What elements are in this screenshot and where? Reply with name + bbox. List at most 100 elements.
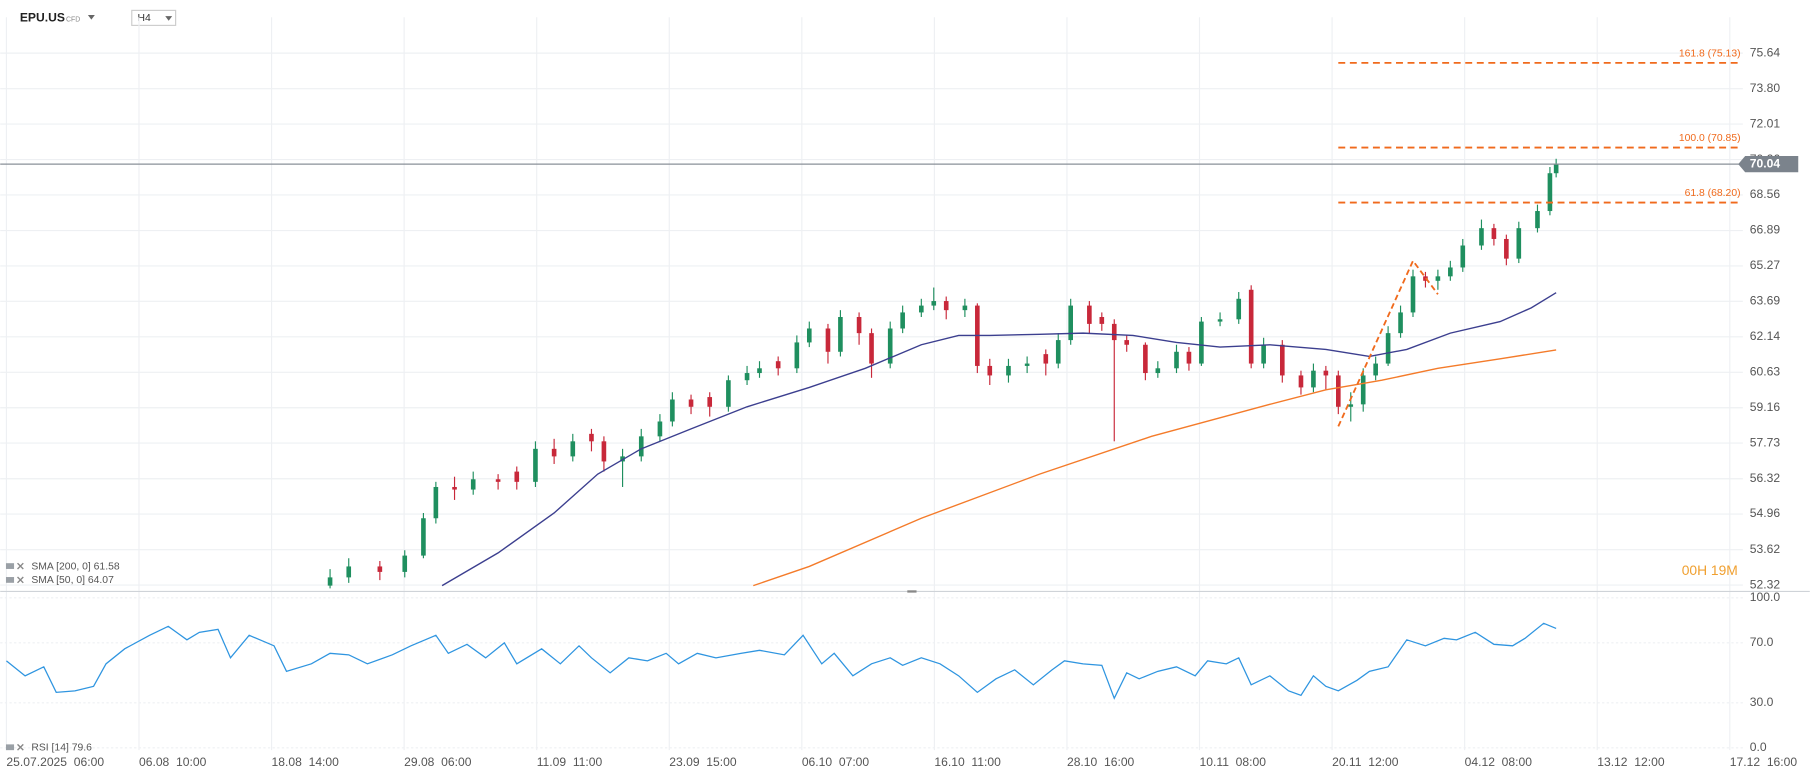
candle-body bbox=[1311, 370, 1316, 388]
candle-body bbox=[1006, 365, 1011, 376]
y-tick-label: 57.73 bbox=[1750, 435, 1781, 449]
x-tick-label: 29.08 06:00 bbox=[404, 755, 472, 769]
candle-body bbox=[470, 479, 476, 490]
candle-body bbox=[1547, 173, 1553, 212]
candle-body bbox=[570, 441, 576, 457]
candle-body bbox=[327, 577, 333, 586]
x-tick-label: 06.10 07:00 bbox=[802, 755, 870, 769]
candle-body bbox=[638, 436, 644, 457]
candle-body bbox=[1186, 351, 1192, 364]
fib-trend-line bbox=[1337, 259, 1439, 427]
candle-body bbox=[377, 566, 383, 572]
x-tick-label: 18.08 14:00 bbox=[272, 755, 340, 769]
candle-body bbox=[1087, 305, 1092, 324]
candle-body bbox=[1348, 404, 1354, 407]
candle-body bbox=[1099, 317, 1105, 324]
legend-remove-icon bbox=[17, 576, 24, 584]
y-tick-label: 73.80 bbox=[1750, 81, 1781, 95]
candle-body bbox=[825, 328, 831, 352]
candle-body bbox=[1435, 276, 1441, 281]
candle-body bbox=[670, 399, 675, 422]
candle-body bbox=[514, 471, 520, 482]
candle-body bbox=[1261, 344, 1266, 364]
timeframe[interactable]: H4 bbox=[138, 13, 151, 24]
y-tick-label: 72.01 bbox=[1750, 116, 1781, 130]
candle-body bbox=[707, 397, 713, 407]
indicator-line bbox=[753, 349, 1557, 587]
x-tick-label: 11.09 11:00 bbox=[537, 755, 603, 769]
candle-body bbox=[601, 441, 607, 462]
candle-body bbox=[346, 566, 352, 578]
candle-body bbox=[794, 342, 800, 369]
candle-body bbox=[1199, 321, 1204, 364]
legend-remove-icon bbox=[17, 562, 24, 570]
y-tick-label: 60.63 bbox=[1750, 365, 1781, 379]
x-tick-label: 13.12 12:00 bbox=[1597, 755, 1665, 769]
timeframe-dropdown[interactable] bbox=[165, 16, 173, 21]
candle-body bbox=[1398, 312, 1403, 334]
candle-body bbox=[1535, 211, 1540, 229]
y-tick-label: 68.56 bbox=[1750, 187, 1781, 201]
candle-body bbox=[1043, 354, 1049, 364]
candle-body bbox=[775, 361, 781, 369]
candle-body bbox=[1504, 238, 1509, 259]
candle-body bbox=[1360, 375, 1366, 405]
price-plot bbox=[327, 61, 1741, 589]
symbol[interactable]: EPU.US bbox=[20, 11, 65, 25]
candle-body bbox=[495, 479, 501, 482]
legend-settings-icon bbox=[5, 563, 15, 569]
y-tick-label: 62.14 bbox=[1750, 329, 1781, 343]
legend-settings-icon bbox=[5, 744, 15, 751]
y-tick-label: 56.32 bbox=[1750, 471, 1781, 485]
candle-body bbox=[1448, 267, 1453, 277]
x-tick-label: 10.11 08:00 bbox=[1200, 755, 1267, 769]
legend-entry: SMA [200, 0] 61.58 bbox=[31, 561, 119, 572]
x-tick-label: 28.10 16:00 bbox=[1067, 755, 1135, 769]
overlay: 00H 19M 52.32 53.62 54.96 56.32 57.73 59.16 60… bbox=[0, 45, 1799, 769]
candle-body bbox=[757, 368, 762, 374]
candle-body bbox=[744, 373, 750, 381]
candle-body bbox=[962, 305, 968, 311]
y-tick-label: 100.0 bbox=[1750, 590, 1781, 604]
candle-body bbox=[1323, 370, 1329, 376]
candle-body bbox=[657, 421, 663, 437]
candle-body bbox=[1024, 363, 1030, 366]
toolbar: EPU.US CFD H4 bbox=[20, 9, 177, 26]
timeframe-select[interactable] bbox=[131, 9, 177, 26]
symbol-dropdown[interactable] bbox=[87, 15, 95, 20]
candle-body bbox=[589, 433, 594, 442]
legend-settings-icon bbox=[5, 577, 15, 583]
candle-body bbox=[1336, 375, 1341, 407]
y-tick-label: 59.16 bbox=[1750, 400, 1781, 414]
candle-body bbox=[931, 301, 937, 306]
candle-body bbox=[838, 317, 843, 352]
candle-body bbox=[1248, 289, 1254, 364]
candle-body bbox=[1460, 245, 1466, 268]
candle-body bbox=[1516, 228, 1522, 259]
candle-body bbox=[1055, 340, 1061, 364]
y-tick-label: 53.62 bbox=[1750, 542, 1781, 556]
candle-body bbox=[402, 555, 408, 572]
x-tick-label: 16.10 11:00 bbox=[934, 755, 1001, 769]
x-tick-label: 17.12 16:00 bbox=[1730, 755, 1798, 769]
candle-body bbox=[987, 365, 993, 376]
y-tick-label: 65.27 bbox=[1750, 258, 1781, 272]
last-price-label: 70.04 bbox=[1750, 156, 1781, 170]
candle-body bbox=[452, 486, 457, 490]
x-tick-label: 25.07.2025 06:00 bbox=[6, 755, 104, 769]
x-tick-label: 23.09 15:00 bbox=[669, 755, 737, 769]
candle-body bbox=[869, 333, 874, 364]
grid bbox=[0, 17, 1743, 751]
rsi-plot bbox=[6, 622, 1557, 700]
candle-body bbox=[421, 518, 426, 556]
candle-body bbox=[900, 312, 905, 329]
candle-body bbox=[1279, 344, 1285, 376]
candle-body bbox=[1155, 368, 1161, 374]
y-tick-label: 0.0 bbox=[1750, 740, 1767, 754]
candle-body bbox=[919, 305, 924, 313]
candle-body bbox=[1124, 340, 1130, 345]
candle-body bbox=[551, 448, 557, 457]
fib-label: 61.8 (68.20) bbox=[1685, 188, 1741, 199]
candle-body bbox=[1143, 344, 1148, 374]
